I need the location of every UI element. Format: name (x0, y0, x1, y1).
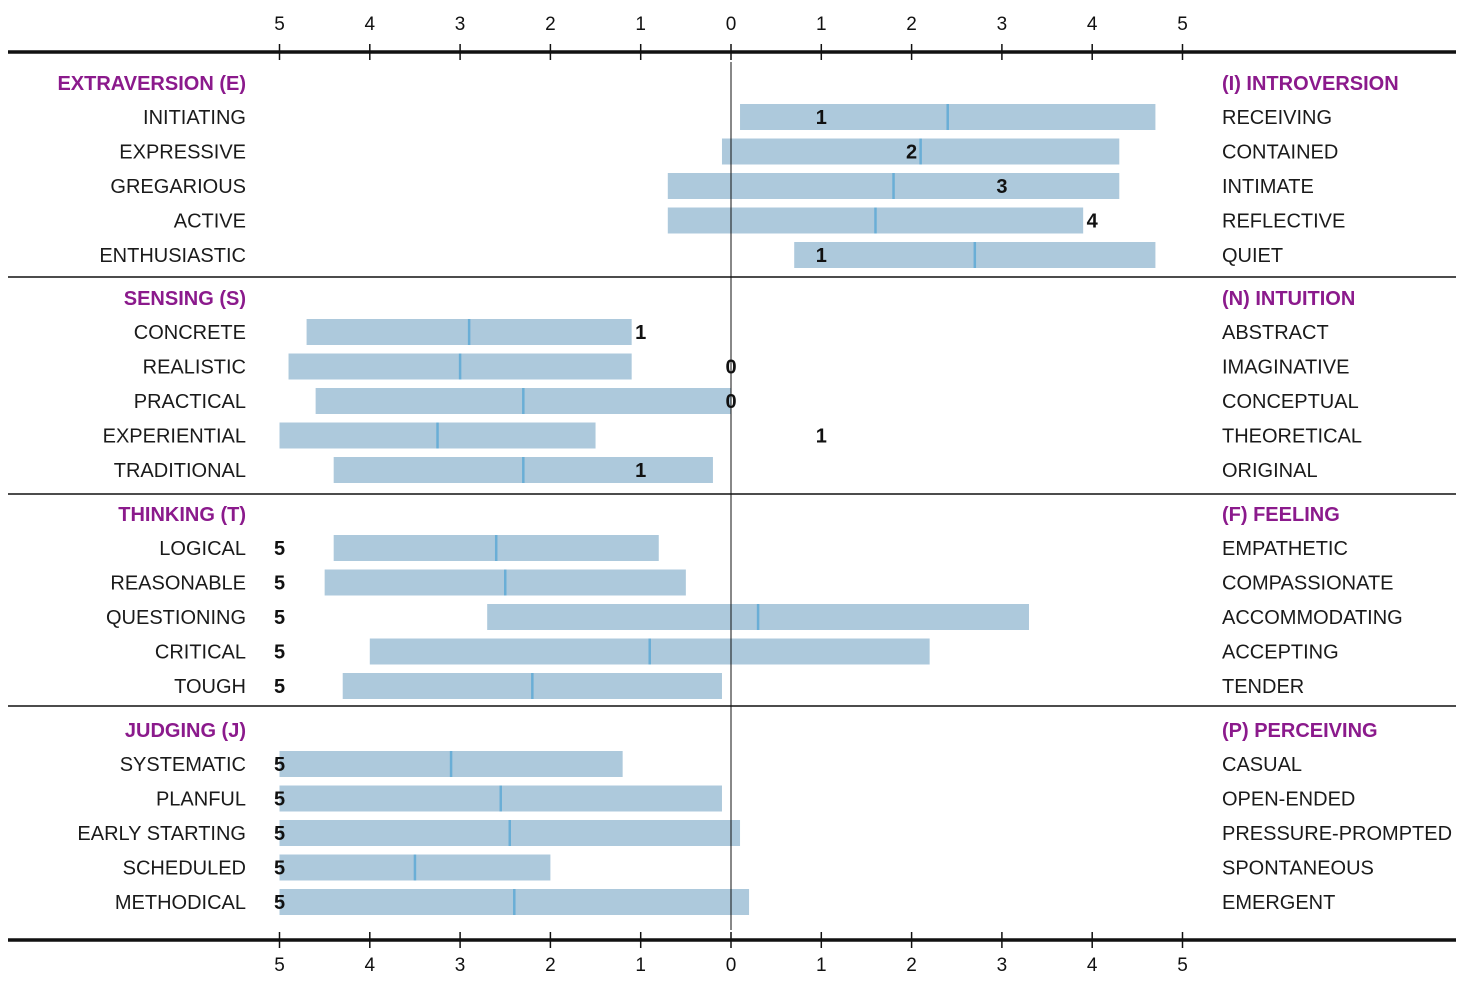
top-tick-label: 5 (274, 14, 285, 35)
section-left-header: SENSING (S) (124, 288, 246, 310)
section-right-header: (I) INTROVERSION (1222, 73, 1399, 95)
facet-left-label: TOUGH (174, 676, 246, 698)
facet-right-label: ACCEPTING (1222, 642, 1339, 664)
bottom-tick-label: 0 (726, 955, 737, 976)
section-right-header: (P) PERCEIVING (1222, 720, 1378, 742)
facet-left-label: GREGARIOUS (110, 176, 246, 198)
facet-score-label: 5 (274, 823, 285, 845)
facet-left-label: INITIATING (143, 107, 246, 129)
facet-score-label: 1 (816, 245, 827, 267)
section-left-header: EXTRAVERSION (E) (57, 73, 246, 95)
top-tick-label: 3 (997, 14, 1008, 35)
facet-left-label: LOGICAL (159, 538, 246, 560)
facet-score-label: 5 (274, 573, 285, 595)
facet-left-label: EARLY STARTING (77, 823, 246, 845)
facet-left-label: EXPRESSIVE (119, 142, 246, 164)
top-tick-label: 4 (365, 14, 376, 35)
facet-right-label: QUIET (1222, 245, 1283, 267)
facet-left-label: QUESTIONING (106, 607, 246, 629)
section-left-header: THINKING (T) (118, 504, 246, 526)
facet-score-label: 0 (725, 357, 736, 379)
facet-right-label: REFLECTIVE (1222, 211, 1345, 233)
bottom-tick-label: 1 (635, 955, 646, 976)
top-tick-label: 0 (726, 14, 737, 35)
facet-score-label: 2 (906, 142, 917, 164)
facet-right-label: EMERGENT (1222, 892, 1335, 914)
top-tick-label: 2 (906, 14, 917, 35)
facet-score-label: 4 (1087, 211, 1099, 233)
facet-left-label: REASONABLE (110, 573, 246, 595)
facet-score-label: 1 (635, 322, 646, 344)
facet-score-label: 5 (274, 676, 285, 698)
facet-right-label: ACCOMMODATING (1222, 607, 1403, 629)
facet-right-label: SPONTANEOUS (1222, 858, 1374, 880)
section-right-header: (F) FEELING (1222, 504, 1340, 526)
facet-left-label: PLANFUL (156, 789, 246, 811)
facet-score-label: 5 (274, 607, 285, 629)
facet-score-label: 1 (816, 426, 827, 448)
top-tick-label: 2 (545, 14, 556, 35)
top-tick-label: 1 (635, 14, 646, 35)
facet-right-label: TENDER (1222, 676, 1304, 698)
section-left-header: JUDGING (J) (125, 720, 246, 742)
facet-right-label: RECEIVING (1222, 107, 1332, 129)
facet-left-label: ENTHUSIASTIC (99, 245, 246, 267)
facet-score-label: 5 (274, 642, 285, 664)
facet-right-label: PRESSURE-PROMPTED (1222, 823, 1452, 845)
facet-left-label: METHODICAL (115, 892, 246, 914)
facet-score-label: 5 (274, 892, 285, 914)
facet-score-label: 3 (996, 176, 1007, 198)
top-tick-label: 1 (816, 14, 827, 35)
facet-score-label: 1 (635, 460, 646, 482)
top-tick-label: 3 (455, 14, 466, 35)
facet-right-label: INTIMATE (1222, 176, 1314, 198)
facet-score-label: 5 (274, 754, 285, 776)
bottom-tick-label: 5 (274, 955, 285, 976)
bottom-tick-label: 1 (816, 955, 827, 976)
bottom-tick-label: 5 (1177, 955, 1188, 976)
top-tick-label: 5 (1177, 14, 1188, 35)
top-tick-label: 4 (1087, 14, 1098, 35)
facet-left-label: EXPERIENTIAL (103, 426, 246, 448)
facet-score-label: 5 (274, 538, 285, 560)
facet-right-label: ORIGINAL (1222, 460, 1318, 482)
facet-right-label: CONTAINED (1222, 142, 1338, 164)
facet-left-label: CONCRETE (134, 322, 246, 344)
facet-right-label: CASUAL (1222, 754, 1302, 776)
facet-left-label: SYSTEMATIC (120, 754, 246, 776)
facet-right-label: OPEN-ENDED (1222, 789, 1355, 811)
facet-right-label: CONCEPTUAL (1222, 391, 1359, 413)
facet-left-label: SCHEDULED (123, 858, 246, 880)
facet-right-label: COMPASSIONATE (1222, 573, 1394, 595)
bottom-tick-label: 3 (997, 955, 1008, 976)
bottom-tick-label: 4 (1087, 955, 1098, 976)
bottom-tick-label: 3 (455, 955, 466, 976)
bottom-tick-label: 4 (365, 955, 376, 976)
facet-left-label: TRADITIONAL (114, 460, 246, 482)
facet-right-label: EMPATHETIC (1222, 538, 1348, 560)
facet-score-label: 1 (816, 107, 827, 129)
bottom-tick-label: 2 (545, 955, 556, 976)
facet-score-label: 0 (725, 391, 736, 413)
facet-right-label: ABSTRACT (1222, 322, 1329, 344)
facet-score-label: 5 (274, 789, 285, 811)
facet-left-label: CRITICAL (155, 642, 246, 664)
facet-left-label: ACTIVE (174, 211, 246, 233)
facet-right-label: IMAGINATIVE (1222, 357, 1349, 379)
bottom-tick-label: 2 (906, 955, 917, 976)
facet-left-label: PRACTICAL (134, 391, 246, 413)
section-right-header: (N) INTUITION (1222, 288, 1355, 310)
facet-score-label: 5 (274, 858, 285, 880)
facet-left-label: REALISTIC (143, 357, 246, 379)
facet-right-label: THEORETICAL (1222, 426, 1362, 448)
